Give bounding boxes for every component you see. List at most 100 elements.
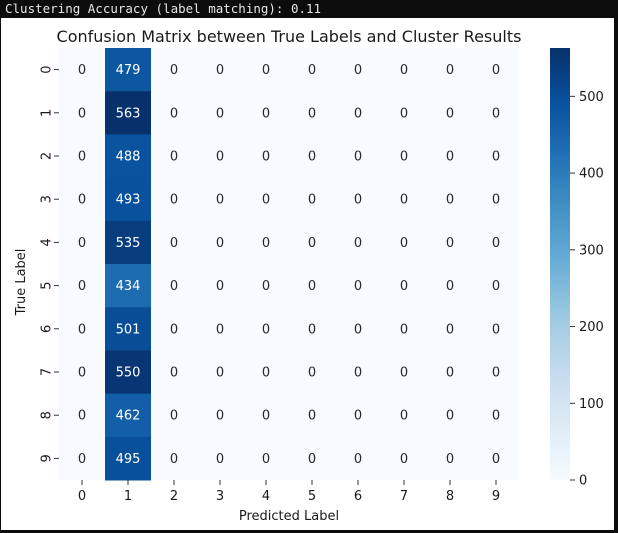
cell-value-r0-c0: 0	[78, 63, 86, 78]
heatmap-cell-r9-c7	[381, 436, 428, 481]
cell-value-r7-c9: 0	[492, 366, 500, 381]
cell-value-r9-c0: 0	[78, 452, 86, 467]
heatmap-cell-r9-c8	[427, 436, 474, 481]
cell-value-r8-c2: 0	[170, 409, 178, 424]
cell-value-r3-c2: 0	[170, 193, 178, 208]
cell-value-r0-c6: 0	[354, 63, 362, 78]
heatmap-cell-r5-c2	[151, 264, 198, 308]
heatmap-cell-r0-c5	[289, 48, 336, 92]
cell-value-r3-c0: 0	[78, 193, 86, 208]
cell-value-r8-c5: 0	[308, 409, 316, 424]
heatmap-cell-r4-c5	[289, 220, 336, 265]
cell-value-r3-c7: 0	[400, 193, 408, 208]
cell-value-r9-c7: 0	[400, 452, 408, 467]
y-tick-label-7: 7	[40, 368, 55, 376]
cell-value-r9-c6: 0	[354, 452, 362, 467]
heatmap-cell-r7-c7	[381, 350, 428, 395]
colorbar-tick-label-400: 400	[579, 167, 604, 182]
heatmap-cell-r5-c1	[105, 264, 152, 308]
heatmap-cell-r4-c0	[59, 220, 106, 265]
y-axis-ticks: 0 1 2 3 4 5 6 7 8 9	[40, 65, 59, 463]
cell-value-r9-c4: 0	[262, 452, 270, 467]
heatmap-cell-r3-c0	[59, 177, 106, 222]
cell-value-r6-c9: 0	[492, 322, 500, 337]
heatmap-cell-r9-c1	[105, 436, 152, 481]
cell-value-r1-c0: 0	[78, 106, 86, 121]
cell-value-r4-c2: 0	[170, 236, 178, 251]
cell-value-r4-c3: 0	[216, 236, 224, 251]
heatmap-cell-r1-c7	[381, 91, 428, 135]
colorbar-tick-label-200: 200	[579, 320, 604, 335]
cell-value-r1-c5: 0	[308, 106, 316, 121]
heatmap-cell-r2-c2	[151, 134, 198, 179]
y-tick-label-2: 2	[40, 152, 55, 160]
heatmap-cell-r2-c6	[335, 134, 382, 179]
heatmap-cell-r5-c7	[381, 264, 428, 308]
cell-value-r3-c3: 0	[216, 193, 224, 208]
heatmap-cell-r8-c8	[427, 393, 474, 438]
heatmap-cell-r5-c4	[243, 264, 290, 308]
heatmap-cell-r1-c2	[151, 91, 198, 135]
cell-value-r8-c9: 0	[492, 409, 500, 424]
cell-value-r2-c9: 0	[492, 150, 500, 165]
heatmap-cell-r2-c1	[105, 134, 152, 179]
cell-value-r3-c6: 0	[354, 193, 362, 208]
cell-value-r1-c3: 0	[216, 106, 224, 121]
cell-value-r4-c8: 0	[446, 236, 454, 251]
cell-value-r6-c1: 501	[116, 322, 141, 337]
cell-value-r6-c2: 0	[170, 322, 178, 337]
heatmap-cell-r9-c4	[243, 436, 290, 481]
cell-value-r2-c8: 0	[446, 150, 454, 165]
heatmap-cell-r8-c3	[197, 393, 244, 438]
cell-value-r0-c2: 0	[170, 63, 178, 78]
heatmap-cell-r6-c5	[289, 307, 336, 351]
cell-value-r7-c3: 0	[216, 366, 224, 381]
cell-value-r2-c2: 0	[170, 150, 178, 165]
y-tick-label-4: 4	[40, 238, 55, 246]
heatmap-cell-r1-c0	[59, 91, 106, 135]
heatmap-cell-r3-c8	[427, 177, 474, 222]
cell-value-r9-c3: 0	[216, 452, 224, 467]
heatmap-cell-r7-c8	[427, 350, 474, 395]
colorbar-tick-label-500: 500	[579, 90, 604, 105]
cell-value-r1-c1: 563	[116, 106, 141, 121]
cell-value-r3-c8: 0	[446, 193, 454, 208]
heatmap-cell-r5-c9	[473, 264, 520, 308]
cell-value-r9-c9: 0	[492, 452, 500, 467]
cell-value-r5-c0: 0	[78, 279, 86, 294]
y-tick-label-0: 0	[40, 65, 55, 73]
cell-value-r5-c9: 0	[492, 279, 500, 294]
heatmap-cell-r6-c7	[381, 307, 428, 351]
cell-value-r1-c9: 0	[492, 106, 500, 121]
y-tick-label-1: 1	[40, 109, 55, 117]
heatmap-cell-r9-c6	[335, 436, 382, 481]
cell-value-r2-c3: 0	[216, 150, 224, 165]
cell-value-r4-c1: 535	[116, 236, 141, 251]
y-axis-label: True Label	[14, 249, 29, 317]
cell-value-r5-c5: 0	[308, 279, 316, 294]
heatmap-cell-r7-c6	[335, 350, 382, 395]
cell-value-r0-c3: 0	[216, 63, 224, 78]
heatmap-cell-r0-c9	[473, 48, 520, 92]
cell-value-r6-c3: 0	[216, 322, 224, 337]
heatmap-cell-r9-c2	[151, 436, 198, 481]
x-tick-label-7: 7	[400, 489, 408, 504]
heatmap-cell-r8-c2	[151, 393, 198, 438]
heatmap-cell-r0-c7	[381, 48, 428, 92]
cell-value-r7-c6: 0	[354, 366, 362, 381]
heatmap-cell-r2-c7	[381, 134, 428, 179]
heatmap-cell-r7-c4	[243, 350, 290, 395]
heatmap-cell-r6-c4	[243, 307, 290, 351]
cell-value-r9-c8: 0	[446, 452, 454, 467]
cell-value-r7-c0: 0	[78, 366, 86, 381]
cell-value-r5-c6: 0	[354, 279, 362, 294]
heatmap-cell-r9-c0	[59, 436, 106, 481]
console-output-line: Clustering Accuracy (label matching): 0.…	[5, 1, 322, 16]
cell-value-r1-c4: 0	[262, 106, 270, 121]
heatmap-cell-r1-c8	[427, 91, 474, 135]
heatmap-cell-r3-c3	[197, 177, 244, 222]
x-tick-label-6: 6	[354, 489, 362, 504]
heatmap-cell-r1-c9	[473, 91, 520, 135]
heatmap-cell-r6-c6	[335, 307, 382, 351]
heatmap-cell-r4-c8	[427, 220, 474, 265]
